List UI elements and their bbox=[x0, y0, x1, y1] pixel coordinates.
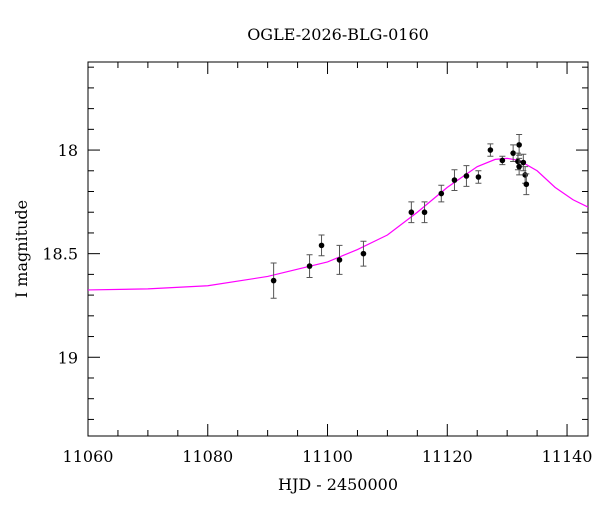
data-point bbox=[515, 158, 521, 165]
data-point bbox=[463, 173, 470, 179]
y-tick-label: 18.5 bbox=[42, 245, 78, 264]
x-tick-label: 11100 bbox=[302, 447, 353, 466]
x-tick-label: 11060 bbox=[63, 447, 114, 466]
data-point bbox=[510, 150, 516, 156]
data-point bbox=[451, 177, 458, 183]
y-axis-label: I magnitude bbox=[12, 200, 31, 298]
data-point bbox=[438, 190, 445, 197]
x-tick-label: 11140 bbox=[542, 447, 593, 466]
data-point bbox=[475, 174, 482, 180]
data-point bbox=[408, 209, 415, 216]
y-tick-label: 19 bbox=[58, 348, 78, 367]
chart-title: OGLE-2026-BLG-0160 bbox=[247, 25, 429, 44]
data-point bbox=[523, 181, 530, 188]
data-point bbox=[520, 159, 527, 166]
model-curve bbox=[87, 157, 589, 291]
x-tick-label: 11120 bbox=[422, 447, 473, 466]
data-point bbox=[516, 142, 522, 148]
data-point bbox=[336, 257, 343, 263]
y-tick-label: 18 bbox=[58, 141, 78, 160]
data-point bbox=[270, 277, 277, 284]
x-tick-label: 11080 bbox=[182, 447, 233, 466]
x-axis-label: HJD - 2450000 bbox=[278, 475, 398, 494]
data-point bbox=[516, 163, 522, 170]
data-point bbox=[360, 250, 367, 257]
data-point bbox=[487, 147, 494, 153]
data-point bbox=[499, 157, 506, 164]
data-point bbox=[318, 242, 325, 249]
plot-frame bbox=[87, 61, 589, 437]
data-point bbox=[421, 209, 428, 216]
data-point bbox=[306, 263, 313, 269]
data-point bbox=[522, 172, 528, 178]
